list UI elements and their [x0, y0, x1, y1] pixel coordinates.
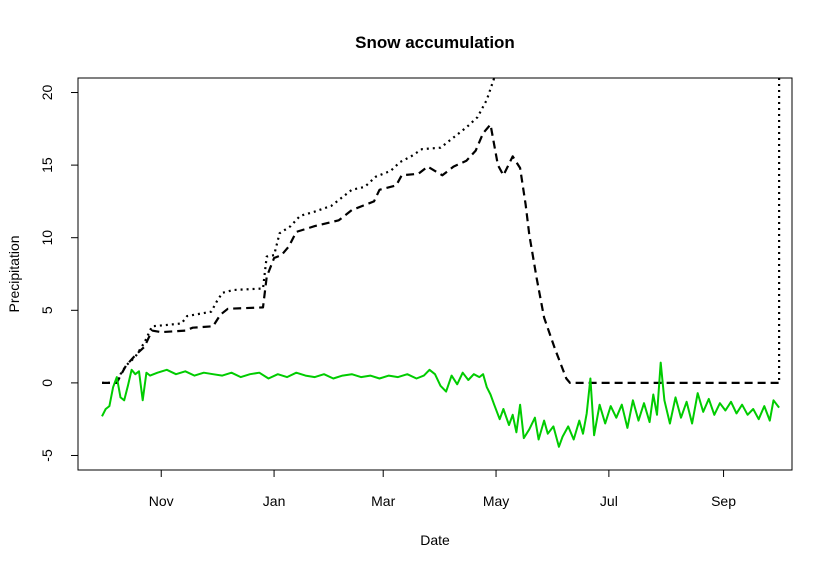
y-axis: -5 0 5 10 15 20 [39, 85, 79, 462]
x-axis-label: Date [420, 532, 450, 548]
y-tick-label: 15 [39, 157, 55, 173]
x-tick-label: Jul [600, 493, 618, 509]
series-line-solid-3 [101, 361, 780, 448]
x-tick-label: Mar [371, 493, 395, 509]
y-tick-label: 10 [39, 230, 55, 246]
y-tick-label: 0 [39, 379, 55, 387]
series-layer [101, 78, 781, 448]
series-line-dotted-0 [102, 78, 496, 384]
y-tick-label: 20 [39, 85, 55, 101]
y-axis-label: Precipitation [6, 235, 22, 312]
x-tick-label: Sep [711, 493, 736, 509]
y-tick-label: 5 [39, 306, 55, 314]
y-tick-label: -5 [39, 449, 55, 462]
x-tick-label: Nov [149, 493, 174, 509]
x-tick-label: Jan [263, 493, 286, 509]
x-tick-label: May [483, 493, 509, 509]
x-axis: Nov Jan Mar May Jul Sep [149, 469, 736, 509]
chart-title: Snow accumulation [355, 33, 515, 52]
